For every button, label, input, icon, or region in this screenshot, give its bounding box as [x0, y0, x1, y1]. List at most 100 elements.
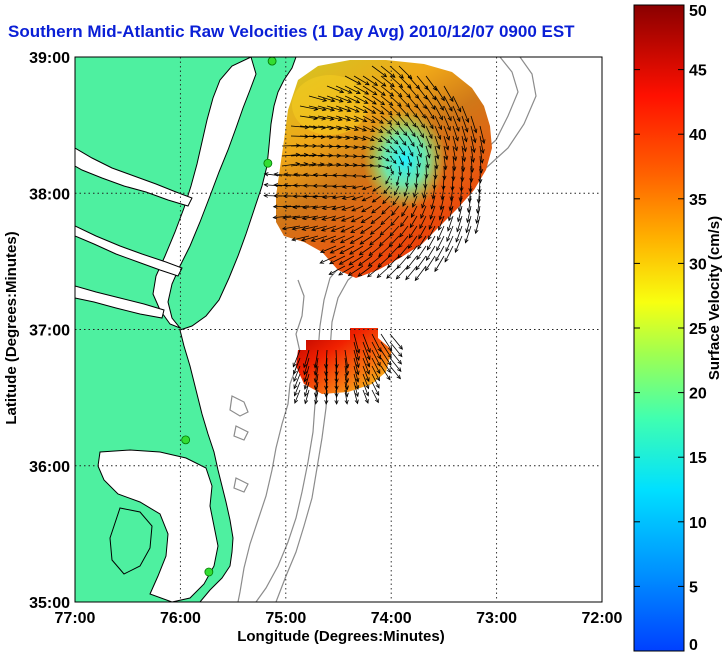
current-vector — [425, 165, 428, 178]
current-vector-head — [302, 194, 308, 199]
current-vector-head — [340, 217, 346, 222]
current-vector-head — [454, 248, 459, 254]
current-vector — [319, 255, 337, 264]
current-vector — [411, 205, 418, 218]
current-vector-head — [371, 109, 377, 114]
current-vector-head — [461, 157, 467, 163]
current-vector-head — [293, 172, 298, 177]
current-vector-head — [365, 384, 370, 390]
current-vector-head — [359, 229, 365, 234]
current-vector — [344, 164, 357, 167]
current-vector — [449, 195, 454, 211]
current-vector — [398, 85, 411, 98]
current-vector — [407, 245, 418, 259]
current-vector — [443, 125, 450, 141]
current-vector-head — [405, 275, 410, 281]
current-vector-head — [272, 204, 278, 209]
current-vector — [371, 365, 380, 381]
current-vector — [341, 215, 355, 222]
current-vector-head — [338, 107, 344, 112]
current-vector-head — [353, 127, 359, 132]
current-vector-head — [390, 82, 395, 88]
current-vector — [314, 357, 319, 376]
current-vector — [425, 155, 429, 168]
current-vector-head — [385, 148, 391, 153]
current-vector — [368, 255, 382, 267]
current-vector — [407, 115, 417, 128]
current-vector — [332, 195, 346, 199]
current-vector-head — [389, 92, 395, 97]
current-vector — [413, 185, 418, 198]
current-vector — [470, 135, 475, 153]
current-vector-head — [319, 249, 325, 253]
current-vector — [421, 195, 427, 209]
current-vector-head — [328, 270, 334, 275]
current-vector — [434, 135, 440, 150]
current-vector-head — [369, 230, 375, 235]
current-vector — [447, 215, 454, 231]
current-vector-head — [428, 225, 433, 231]
current-vector-head — [358, 261, 363, 267]
colorbar-tick-labels: 0 5 10 15 20 25 30 35 40 45 50 — [634, 3, 707, 654]
current-vector — [362, 365, 370, 382]
current-vector — [317, 105, 335, 111]
current-vector-head — [447, 216, 452, 222]
current-vector-head — [437, 236, 441, 242]
current-vector — [428, 215, 436, 230]
current-vector — [389, 65, 404, 79]
current-vector-head — [350, 218, 356, 223]
current-vector-head — [380, 220, 385, 226]
current-vector — [398, 115, 409, 127]
current-vector — [353, 85, 369, 95]
current-vector-head — [314, 399, 319, 405]
current-vector-head — [398, 171, 402, 177]
current-vector — [353, 135, 366, 141]
current-vector — [335, 389, 338, 405]
current-vector — [389, 365, 401, 379]
current-vector — [335, 105, 351, 112]
current-vector — [452, 145, 457, 161]
current-vector-head — [417, 152, 422, 158]
current-vector — [344, 95, 360, 104]
current-vector-head — [369, 163, 374, 168]
current-vector — [304, 381, 310, 397]
current-vector — [325, 373, 328, 390]
current-vector-head — [338, 98, 344, 103]
current-vector-head — [418, 143, 423, 148]
current-vector — [371, 341, 381, 359]
current-vector-head — [425, 256, 430, 261]
current-vector — [353, 357, 359, 375]
current-vector-head — [473, 128, 478, 134]
current-vector — [294, 381, 301, 396]
current-vector-head — [361, 163, 366, 168]
current-vector-head — [354, 117, 360, 122]
current-vector — [329, 255, 346, 265]
current-vector-head — [376, 362, 381, 367]
current-vector — [389, 95, 402, 107]
current-vector — [362, 341, 371, 360]
colorbar-tick-label: 40 — [689, 127, 707, 144]
current-vector-head — [421, 114, 426, 119]
current-vector-head — [448, 206, 453, 212]
current-vector — [444, 245, 454, 262]
current-vector — [456, 215, 463, 232]
current-vector-head — [293, 384, 298, 390]
x-tick-label: 72:00 — [582, 610, 623, 627]
current-vector — [352, 195, 364, 200]
current-vector-head — [328, 153, 334, 158]
current-vector — [416, 85, 428, 100]
current-vector-head — [386, 375, 391, 381]
current-vector-head — [370, 118, 376, 123]
current-vector — [344, 115, 359, 122]
current-vector-head — [371, 198, 377, 203]
current-vector-head — [356, 90, 361, 94]
current-vector-head — [385, 157, 390, 162]
current-vector-head — [463, 137, 468, 143]
current-vector — [380, 125, 391, 134]
current-vector — [467, 205, 472, 223]
current-vector-head — [302, 205, 307, 210]
current-vector-head — [433, 174, 438, 180]
current-vector — [389, 135, 399, 145]
colorbar-tick-label: 35 — [689, 192, 707, 209]
current-vector — [344, 125, 359, 131]
